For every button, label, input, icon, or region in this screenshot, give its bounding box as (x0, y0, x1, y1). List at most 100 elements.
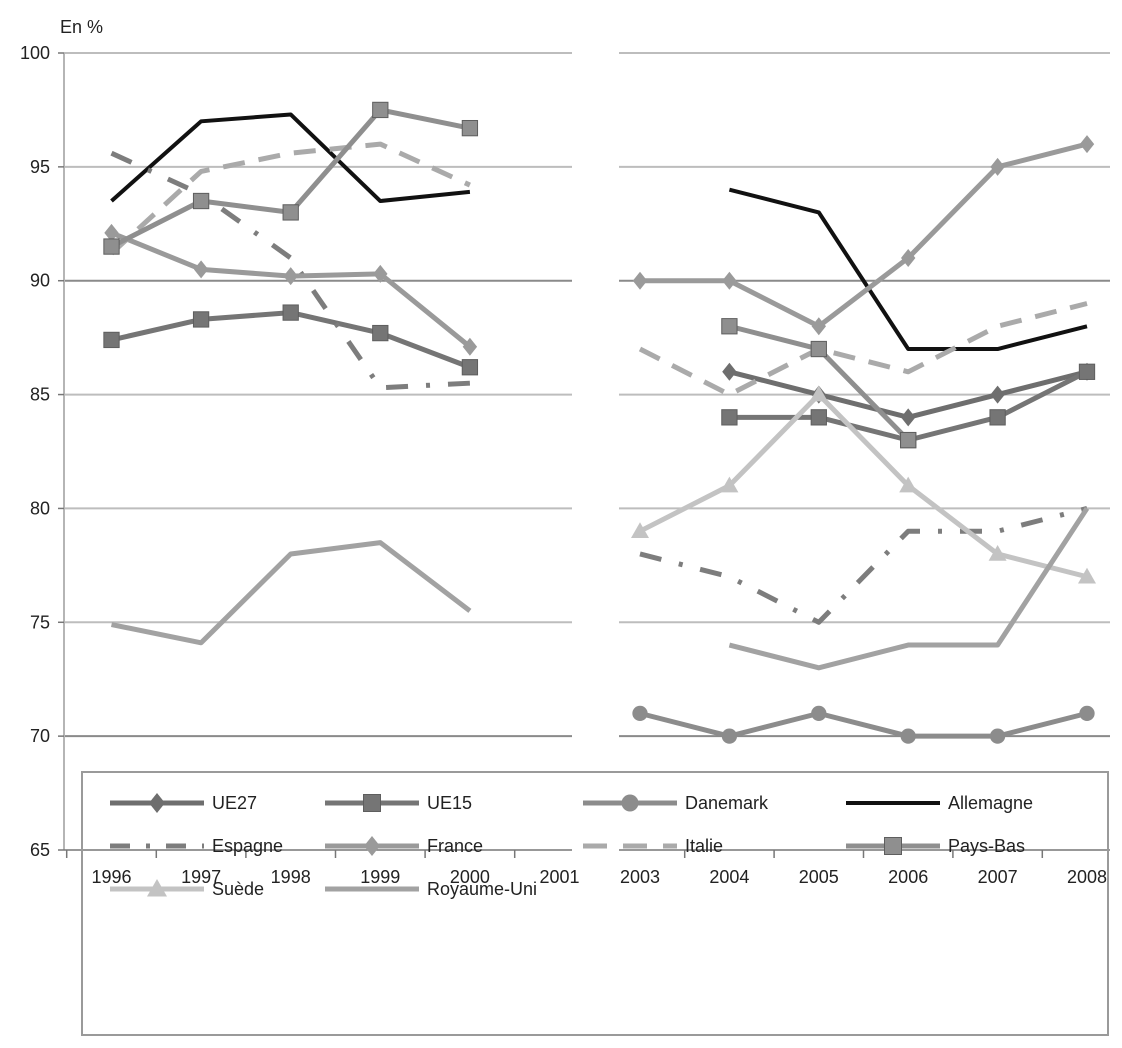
data-point-france-2004 (722, 271, 737, 290)
x-tick-label-1997: 1997 (181, 867, 221, 887)
legend-label-royaume-uni: Royaume-Uni (427, 879, 537, 899)
y-tick-label-75: 75 (30, 612, 50, 632)
x-tick-label-2003: 2003 (620, 867, 660, 887)
data-point-pays-bas-2000 (461, 119, 479, 137)
y-tick-label-85: 85 (30, 385, 50, 405)
series-line-royaume-uni (111, 540, 472, 646)
y-tick-label-65: 65 (30, 840, 50, 860)
data-point-france-2000 (462, 337, 478, 356)
data-point-su-de-2008 (1078, 567, 1096, 584)
legend-marker-su-de (147, 879, 167, 897)
legend-label-italie: Italie (685, 836, 723, 856)
data-point-france-2006 (901, 248, 916, 267)
legend-marker-pays-bas (884, 837, 902, 855)
legend-label-ue15: UE15 (427, 793, 472, 813)
x-tick-label-2007: 2007 (978, 867, 1018, 887)
data-point-pays-bas-1997 (192, 192, 210, 210)
data-point-ue15-2000 (461, 359, 479, 376)
data-point-ue15-2005 (810, 409, 827, 426)
legend-label-allemagne: Allemagne (948, 793, 1033, 813)
data-point-france-2007 (990, 157, 1005, 176)
y-tick-label-70: 70 (30, 726, 50, 746)
series-line-france (640, 141, 1088, 329)
x-tick-label-2008: 2008 (1067, 867, 1107, 887)
legend-marker-ue15 (363, 794, 381, 812)
series-lines (109, 107, 1090, 739)
data-point-france-1996 (104, 223, 119, 242)
data-point-danemark-2006 (900, 728, 916, 744)
data-point-france-1998 (283, 267, 298, 286)
data-point-pays-bas-1999 (372, 101, 389, 119)
data-point-ue15-1998 (282, 304, 299, 321)
data-point-ue15-2004 (721, 409, 738, 426)
series-line-espagne (639, 506, 1088, 625)
data-point-danemark-2003 (632, 705, 648, 722)
y-tick-label-80: 80 (30, 498, 50, 518)
data-point-france-2003 (632, 271, 648, 290)
legend-label-su-de: Suède (212, 879, 264, 899)
series-line-pays-bas (110, 107, 471, 249)
series-line-espagne (110, 150, 471, 391)
data-point-ue15-1996 (103, 331, 120, 349)
legend-box (81, 771, 1109, 1036)
series-line-ue15 (110, 310, 471, 370)
y-unit-label: En % (60, 17, 103, 37)
series-line-su-de (638, 392, 1088, 580)
x-tick-label-2006: 2006 (888, 867, 928, 887)
x-tick-label-1998: 1998 (271, 867, 311, 887)
data-point-su-de-2007 (988, 544, 1007, 561)
y-tick-label-90: 90 (30, 271, 50, 291)
data-point-ue27-2004 (722, 362, 737, 381)
x-tick-label-2000: 2000 (450, 867, 490, 887)
legend-marker-danemark (621, 794, 639, 812)
legend-label-france: France (427, 836, 483, 856)
data-point-ue27-2006 (901, 408, 916, 427)
data-point-ue15-2008 (1078, 363, 1096, 380)
legend-marker-france (364, 836, 380, 856)
data-point-france-1999 (373, 264, 388, 283)
y-tick-label-100: 100 (20, 43, 50, 63)
data-point-ue15-1997 (192, 311, 210, 328)
y-tick-label-95: 95 (30, 157, 50, 177)
data-point-ue15-2007 (989, 409, 1006, 426)
x-tick-label-2001: 2001 (539, 867, 579, 887)
x-tick-label-1999: 1999 (360, 867, 400, 887)
data-point-france-1997 (193, 260, 209, 279)
legend-marker-ue27 (149, 793, 165, 813)
data-point-pays-bas-1996 (103, 238, 120, 255)
x-tick-label-2004: 2004 (709, 867, 749, 887)
data-point-ue27-2007 (990, 385, 1005, 404)
x-tick-label-1996: 1996 (91, 867, 131, 887)
data-point-pays-bas-2005 (810, 340, 827, 358)
data-point-danemark-2008 (1079, 705, 1095, 722)
data-point-pays-bas-1998 (282, 204, 299, 221)
series-line-italie (638, 301, 1088, 398)
series-markers (103, 101, 1096, 744)
data-point-pays-bas-2004 (721, 318, 738, 335)
data-point-su-de-2005 (809, 385, 828, 402)
data-point-danemark-2004 (721, 728, 738, 744)
data-point-su-de-2004 (720, 476, 739, 493)
legend-label-pays-bas: Pays-Bas (948, 836, 1025, 856)
series-line-allemagne (110, 112, 471, 204)
series-line-danemark (639, 710, 1088, 739)
series-line-italie (109, 141, 471, 256)
legend-label-danemark: Danemark (685, 793, 769, 813)
data-point-ue15-1999 (372, 324, 389, 342)
data-point-danemark-2005 (811, 705, 827, 722)
x-tick-label-2005: 2005 (799, 867, 839, 887)
data-point-france-2005 (811, 317, 826, 336)
legend-label-espagne: Espagne (212, 836, 283, 856)
series-line-royaume-uni (728, 507, 1090, 671)
data-point-su-de-2003 (631, 522, 649, 538)
data-point-pays-bas-2006 (900, 431, 917, 449)
legend-label-ue27: UE27 (212, 793, 257, 813)
gridlines (64, 52, 1110, 738)
axes (58, 52, 1110, 858)
data-point-danemark-2007 (989, 728, 1006, 744)
data-point-france-2008 (1079, 135, 1095, 154)
tick-labels: 65 70 75 80 85 90 95 100 1996 1997 1998 1999 2000 200… (20, 43, 1107, 887)
legend: UE27 UE15 Danemark Allemagne Espagne France It… (110, 793, 1033, 899)
series-line-allemagne (728, 187, 1088, 352)
